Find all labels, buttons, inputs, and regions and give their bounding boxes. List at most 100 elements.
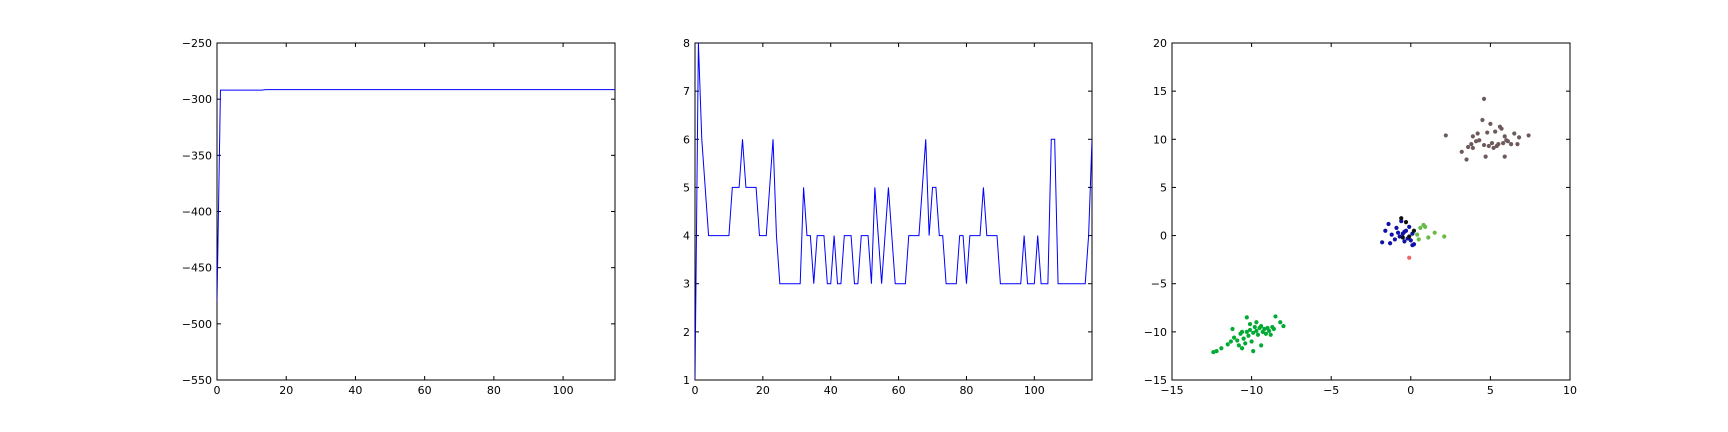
scatter-point xyxy=(1268,332,1273,337)
scatter-point xyxy=(1388,241,1393,246)
y-tick-label: 20 xyxy=(1153,37,1167,50)
scatter-point xyxy=(1473,139,1479,144)
scatter-point xyxy=(1491,145,1496,151)
scatter-point xyxy=(1273,314,1278,319)
y-tick-label: 7 xyxy=(683,85,690,98)
scatter-point xyxy=(1392,237,1397,242)
scatter-point xyxy=(1481,96,1487,101)
scatter-point xyxy=(1235,338,1240,343)
scatter-point xyxy=(1399,216,1404,221)
scatter-point xyxy=(1239,346,1245,351)
scatter-point xyxy=(1228,339,1233,344)
scatter-point xyxy=(1407,224,1412,230)
scatter-point xyxy=(1252,324,1257,330)
scatter-point xyxy=(1231,335,1237,340)
y-tick-label: −500 xyxy=(182,318,212,331)
scatter-point xyxy=(1407,234,1412,239)
scatter-point xyxy=(1270,324,1275,330)
scatter-point xyxy=(1459,149,1464,154)
x-tick-label: 100 xyxy=(1024,384,1045,397)
scatter-point xyxy=(1470,134,1475,139)
scatter-point xyxy=(1408,238,1413,243)
y-tick-label: 8 xyxy=(683,37,690,50)
scatter-point xyxy=(1267,328,1272,333)
scatter-point xyxy=(1399,219,1404,224)
x-tick-label: 60 xyxy=(892,384,906,397)
scatter-point xyxy=(1483,154,1488,159)
x-tick-label: 80 xyxy=(959,384,973,397)
plot-area xyxy=(217,89,615,302)
scatter-point xyxy=(1499,126,1504,131)
scatter-point xyxy=(1526,133,1531,138)
scatter-point xyxy=(1278,320,1283,325)
scatter-point xyxy=(1254,328,1259,333)
y-tick-label: −550 xyxy=(182,374,212,387)
scatter-point xyxy=(1515,142,1520,147)
scatter-point xyxy=(1486,143,1491,149)
scatter-point xyxy=(1442,234,1447,239)
x-tick-label: 5 xyxy=(1487,384,1494,397)
scatter-point xyxy=(1485,130,1490,135)
scatter-point xyxy=(1411,228,1417,233)
x-tick-label: 80 xyxy=(487,384,501,397)
plot-area xyxy=(695,43,1092,380)
scatter-point xyxy=(1516,135,1522,140)
scatter-point xyxy=(1415,232,1420,237)
y-tick-label: −5 xyxy=(1151,278,1167,291)
axes-frame xyxy=(1171,42,1571,381)
scatter-point xyxy=(1496,142,1501,147)
subplot-cluster-count: 0 20 40 60 80 100 1 2 3 4 5 6 7 8 xyxy=(683,37,1093,397)
scatter-point xyxy=(1259,323,1264,329)
y-tick-label: −400 xyxy=(182,206,212,219)
x-tick-label: 0 xyxy=(1407,384,1414,397)
scatter-point xyxy=(1489,141,1495,146)
subplot-objective: 0 20 40 60 80 100 −550 −500 −450 −400 −350 −300 −250 xyxy=(182,37,616,397)
scatter-point xyxy=(1464,157,1469,162)
x-tick-label: 0 xyxy=(214,384,221,397)
scatter-point xyxy=(1244,315,1249,320)
y-tick-label: 1 xyxy=(683,374,690,387)
scatter-point xyxy=(1219,346,1224,351)
x-tick-label: 10 xyxy=(1563,384,1577,397)
scatter-point xyxy=(1241,336,1246,341)
scatter-point xyxy=(1395,230,1401,235)
scatter-point xyxy=(1239,329,1245,334)
x-tick-label: 20 xyxy=(756,384,770,397)
plot-area xyxy=(1211,96,1531,355)
y-tick-label: 15 xyxy=(1153,85,1167,98)
scatter-point xyxy=(1466,144,1471,150)
series-line xyxy=(695,43,1092,380)
scatter-point xyxy=(1263,331,1269,336)
y-tick-label: −350 xyxy=(182,149,212,162)
scatter-point xyxy=(1402,239,1407,244)
y-tick-label: −10 xyxy=(1144,326,1167,339)
scatter-point xyxy=(1493,129,1498,134)
scatter-point xyxy=(1502,154,1507,159)
scatter-point xyxy=(1247,327,1253,333)
y-tick-label: −250 xyxy=(182,37,212,50)
y-tick-label: 3 xyxy=(683,278,690,291)
scatter-point xyxy=(1407,255,1412,260)
scatter-point xyxy=(1246,333,1251,338)
scatter-point xyxy=(1477,138,1482,143)
scatter-point xyxy=(1251,330,1256,335)
scatter-point xyxy=(1259,343,1264,348)
axes-frame xyxy=(694,42,1093,381)
scatter-point xyxy=(1394,225,1399,230)
scatter-point xyxy=(1244,329,1249,334)
scatter-point xyxy=(1402,229,1407,234)
scatter-point xyxy=(1386,221,1391,227)
scatter-point xyxy=(1249,339,1254,344)
scatter-point xyxy=(1470,145,1475,151)
scatter-point xyxy=(1211,349,1216,355)
y-tick-label: 5 xyxy=(1160,181,1167,194)
scatter-point xyxy=(1243,341,1248,346)
scatter-point xyxy=(1505,139,1511,144)
scatter-point xyxy=(1512,131,1517,136)
x-tick-label: −15 xyxy=(1160,384,1183,397)
scatter-point xyxy=(1254,320,1259,325)
y-tick-label: 2 xyxy=(683,326,690,339)
scatter-point xyxy=(1380,240,1385,245)
